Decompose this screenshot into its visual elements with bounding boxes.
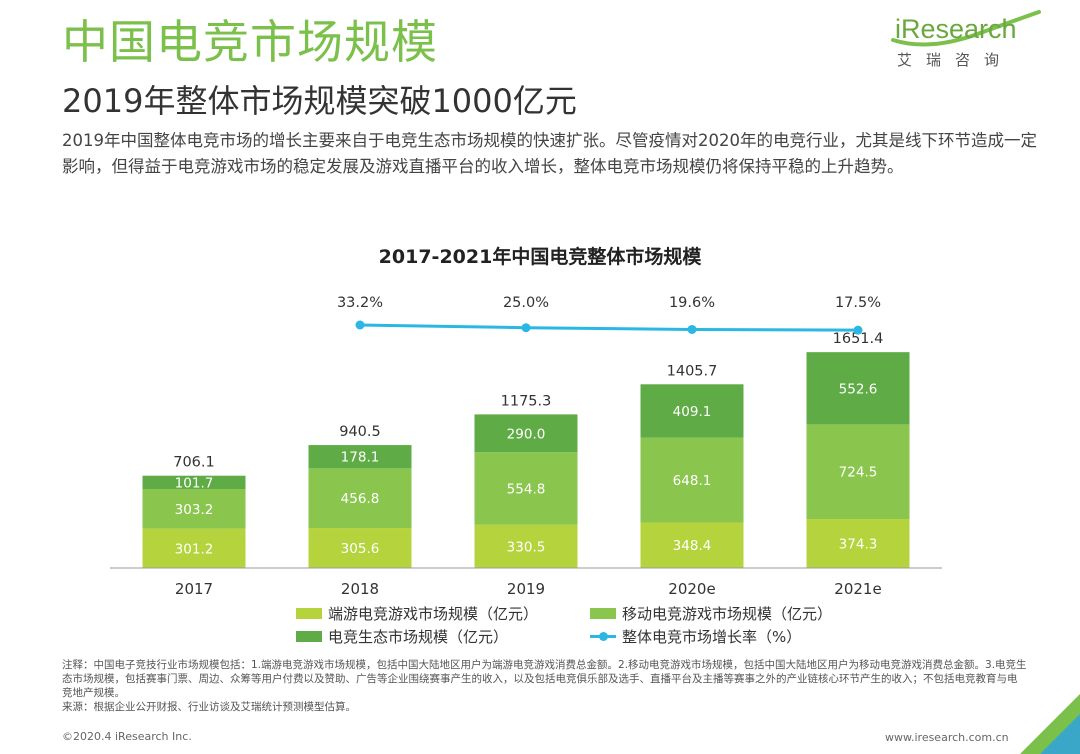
iresearch-logo: iResearch 艾瑞咨询 <box>891 8 1045 72</box>
bar-segment <box>640 437 744 523</box>
logo-wordmark: iResearch <box>895 14 1017 44</box>
bar-value-label: 348.4 <box>673 538 712 554</box>
growth-rate-line <box>359 323 859 332</box>
bar-segment <box>142 528 246 568</box>
bar-segment <box>474 452 578 525</box>
legend-label-growth: 整体电竞市场增长率（%） <box>622 628 802 646</box>
growth-rate-label: 33.2% <box>337 295 383 311</box>
logo-swoosh-icon <box>891 10 1041 47</box>
x-tick-label: 2017 <box>175 580 213 598</box>
notes-text: 注释：中国电子竞技行业市场规模包括：1.端游电竞游戏市场规模，包括中国大陆地区用… <box>62 659 1027 699</box>
site-url: www.iresearch.com.cn <box>885 731 1009 744</box>
bar-segment <box>806 519 910 568</box>
bar-value-label: 301.2 <box>175 541 214 557</box>
bar-segment <box>308 468 412 529</box>
growth-rate-label: 19.6% <box>669 295 715 311</box>
legend-item-pc: 端游电竞游戏市场规模（亿元） <box>296 603 538 624</box>
x-tick-label: 2019 <box>507 580 545 598</box>
bar-value-label: 724.5 <box>839 465 878 481</box>
growth-rate-label: 17.5% <box>835 295 881 311</box>
bar-segment <box>308 528 412 568</box>
bar-total-label: 940.5 <box>339 424 381 440</box>
bar-segment <box>308 445 412 469</box>
bar-value-label: 330.5 <box>507 539 546 555</box>
page-subtitle: 2019年整体市场规模突破1000亿元 <box>62 82 577 120</box>
legend-swatch-eco <box>296 631 322 642</box>
bar-value-label: 374.3 <box>839 537 878 553</box>
bar-value-label: 648.1 <box>673 473 712 489</box>
growth-rate-point <box>521 323 531 333</box>
bar-value-label: 290.0 <box>507 426 546 442</box>
bar-total-label: 1405.7 <box>667 363 718 379</box>
growth-rate-point <box>853 325 863 335</box>
bar-value-label: 303.2 <box>175 502 214 518</box>
x-tick-label: 2020e <box>668 580 715 598</box>
legend-item-mobile: 移动电竞游戏市场规模（亿元） <box>590 603 832 624</box>
bar-value-label: 552.6 <box>839 381 878 397</box>
x-tick-label: 2018 <box>341 580 379 598</box>
bar-segment <box>640 522 744 568</box>
bar-segment <box>640 384 744 438</box>
corner-decoration <box>1020 694 1080 754</box>
legend-swatch-growth-line <box>590 631 616 641</box>
bar-total-label: 1175.3 <box>501 393 552 409</box>
bar-segment <box>806 352 910 425</box>
x-tick-label: 2021e <box>834 580 881 598</box>
bar-segment <box>474 414 578 453</box>
page-title: 中国电竞市场规模 <box>62 15 438 69</box>
source-text: 来源：根据企业公开财报、行业访谈及艾瑞统计预测模型估算。 <box>62 701 356 713</box>
bar-value-label: 456.8 <box>341 491 380 507</box>
bar-value-label: 409.1 <box>673 404 712 420</box>
bar-value-label: 101.7 <box>175 475 214 491</box>
legend-swatch-pc <box>296 608 322 619</box>
logo-chinese-name: 艾瑞咨询 <box>897 51 1014 69</box>
legend-item-growth: 整体电竞市场增长率（%） <box>590 626 801 647</box>
legend-item-eco: 电竞生态市场规模（亿元） <box>296 626 508 647</box>
bar-value-label: 554.8 <box>507 482 546 498</box>
footnotes: 注释：中国电子竞技行业市场规模包括：1.端游电竞游戏市场规模，包括中国大陆地区用… <box>62 658 1027 714</box>
bar-segment <box>806 424 910 520</box>
stacked-bar-line-chart: 301.2 303.2 101.7 706.1 2017 305.6 456.8 178.1 9… <box>110 295 942 598</box>
chart-title: 2017-2021年中国电竞整体市场规模 <box>378 246 702 268</box>
legend-label-mobile: 移动电竞游戏市场规模（亿元） <box>622 605 833 623</box>
copyright: ©2020.4 iResearch Inc. <box>62 730 192 743</box>
bar-total-label: 706.1 <box>173 455 215 471</box>
bar-segment <box>474 524 578 568</box>
bar-segment <box>142 475 246 490</box>
growth-rate-label: 25.0% <box>503 295 549 311</box>
page-description: 2019年中国整体电竞市场的增长主要来自于电竞生态市场规模的快速扩张。尽管疫情对… <box>62 131 1037 176</box>
growth-rate-point <box>355 320 365 330</box>
bar-total-label: 1651.4 <box>833 331 884 347</box>
bar-value-label: 305.6 <box>341 541 380 557</box>
legend-label-pc: 端游电竞游戏市场规模（亿元） <box>328 605 539 623</box>
bar-segment <box>142 489 246 529</box>
growth-rate-point <box>687 324 697 334</box>
legend-label-eco: 电竞生态市场规模（亿元） <box>328 628 509 646</box>
bar-value-label: 178.1 <box>341 450 380 466</box>
legend-swatch-mobile <box>590 608 616 619</box>
